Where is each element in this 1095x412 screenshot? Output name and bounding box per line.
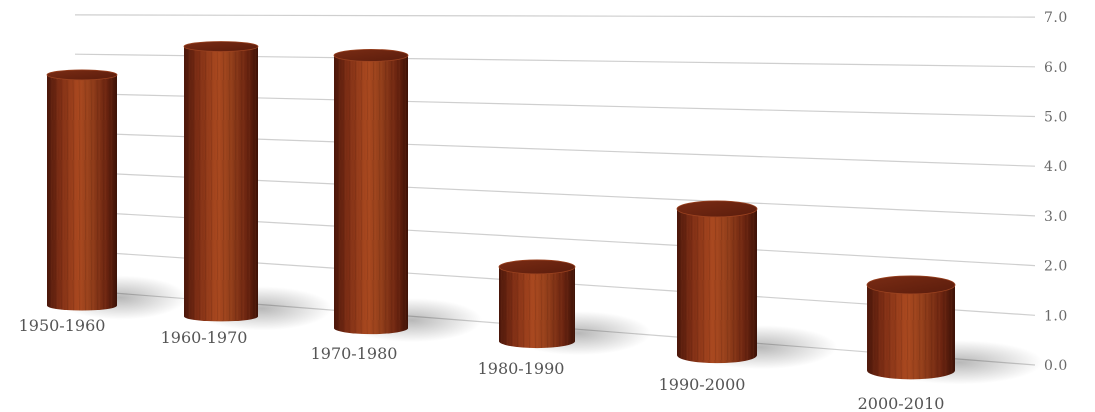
bar-2000-2010 <box>866 275 956 380</box>
gridline <box>74 14 1036 18</box>
bar-grain <box>499 266 575 349</box>
bar-1960-1970 <box>183 41 259 322</box>
bar-top <box>498 259 576 275</box>
y-tick-label: 5.0 <box>1044 110 1068 126</box>
y-tick-label: 3.0 <box>1044 209 1068 225</box>
bar-1970-1980 <box>333 48 409 335</box>
bar-grain <box>47 74 117 311</box>
bar-top <box>46 69 118 81</box>
y-tick-label: 6.0 <box>1044 60 1068 76</box>
bar-layer <box>46 41 956 380</box>
bar-1980-1990 <box>498 259 576 349</box>
bar-1990-2000 <box>676 200 758 364</box>
y-tick-label: 7.0 <box>1044 10 1068 26</box>
bar-grain <box>334 55 408 335</box>
bar-top <box>676 200 758 218</box>
y-tick-label: 0.0 <box>1044 358 1068 374</box>
bar-grain <box>867 284 955 380</box>
x-tick-label: 1980-1990 <box>478 359 565 378</box>
x-tick-label: 1950-1960 <box>19 316 106 335</box>
bar-grain <box>184 46 258 322</box>
y-tick-label: 4.0 <box>1044 159 1068 175</box>
bar-top <box>183 41 259 52</box>
x-tick-label: 1990-2000 <box>659 375 746 394</box>
x-tick-label: 1970-1980 <box>311 344 398 363</box>
x-tick-label: 1960-1970 <box>161 328 248 347</box>
bar-grain <box>677 208 757 364</box>
bar-top <box>333 48 409 62</box>
y-tick-label: 1.0 <box>1044 308 1068 324</box>
bar-top <box>866 275 956 295</box>
x-axis-ticks: 1950-1960 1960-1970 1970-1980 1980-1990 1990… <box>19 316 945 412</box>
x-tick-label: 2000-2010 <box>858 394 945 412</box>
y-axis-ticks: 0.0 1.0 2.0 3.0 4.0 5.0 6.0 7.0 <box>1044 10 1068 374</box>
bar-1950-1960 <box>46 69 118 311</box>
y-tick-label: 2.0 <box>1044 259 1068 275</box>
